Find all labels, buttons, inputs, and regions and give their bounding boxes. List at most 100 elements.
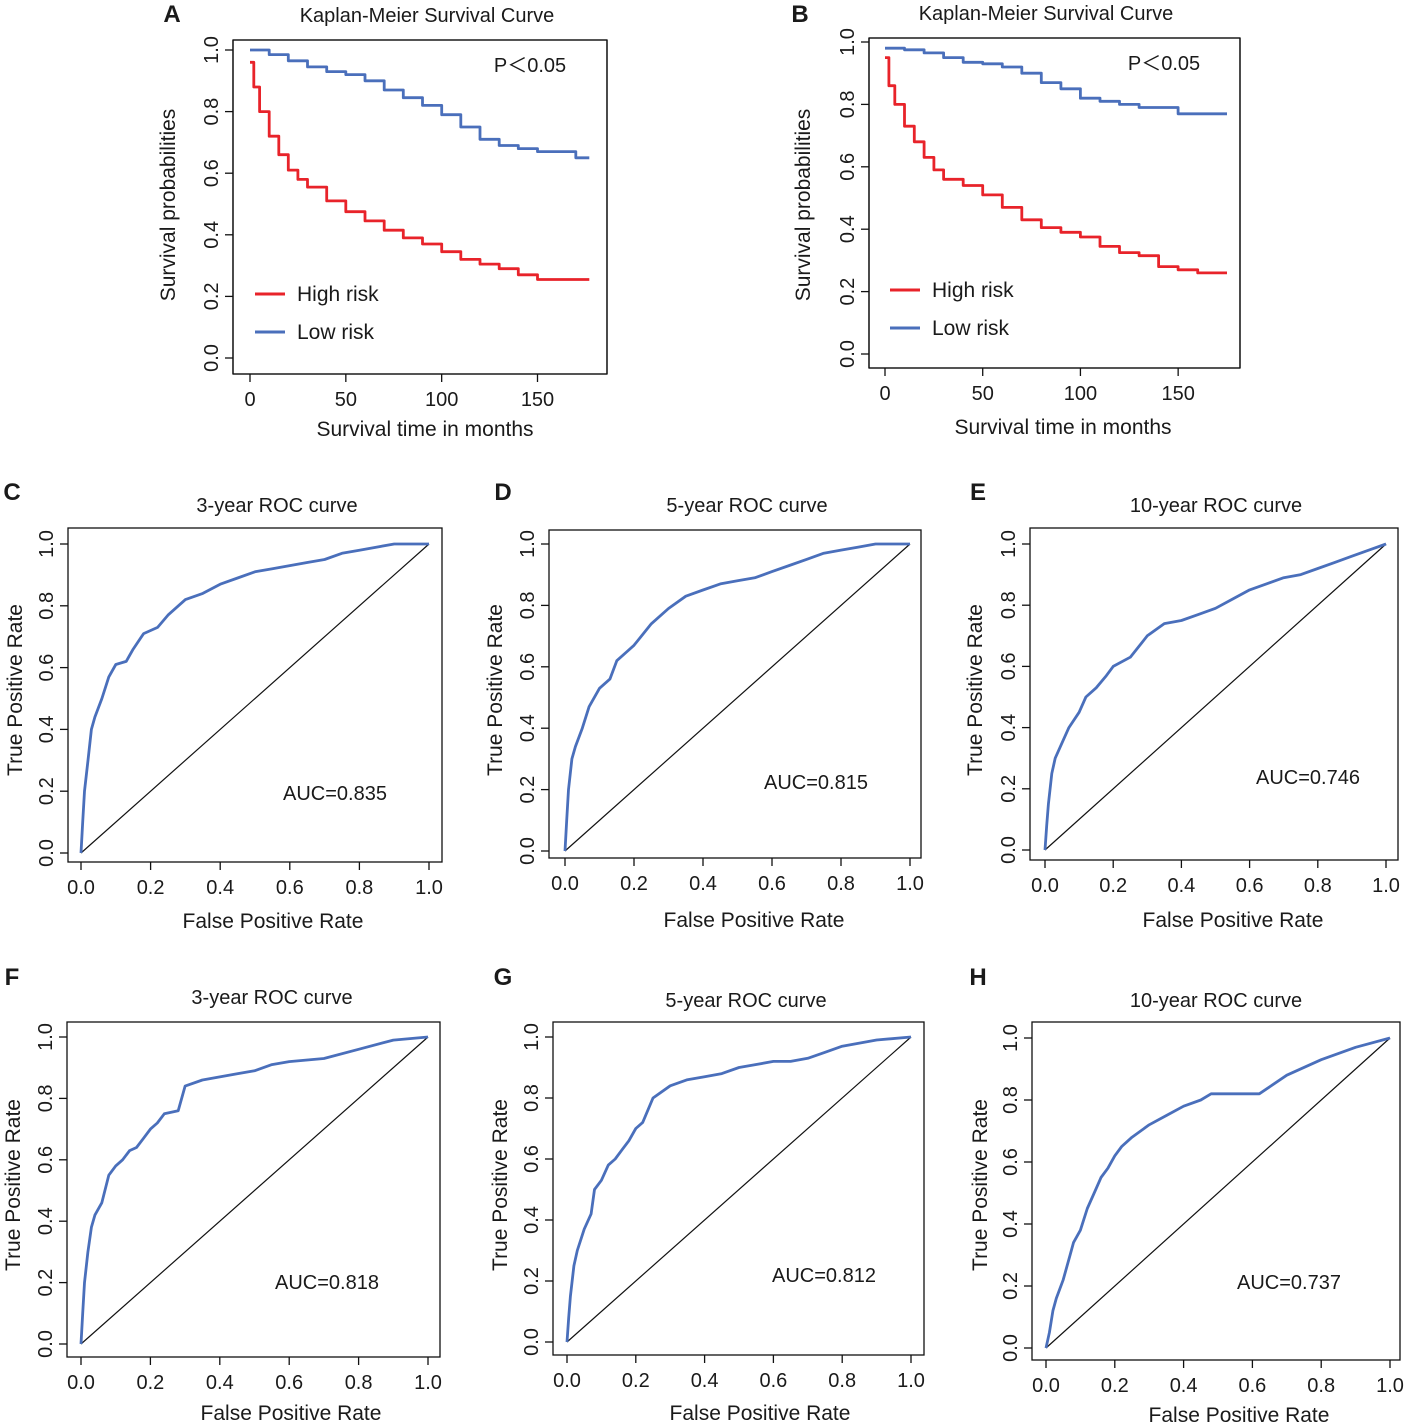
plot-frame [1029, 527, 1399, 861]
x-tick-label: 0.0 [1032, 1375, 1060, 1397]
diagonal-reference-line [1045, 1037, 1391, 1349]
y-tick-label: 0.8 [517, 591, 539, 619]
legend-label: Low risk [932, 317, 1010, 340]
y-tick-label: 0.6 [521, 1145, 543, 1173]
series-line-low-risk [250, 48, 590, 160]
x-axis-label: False Positive Rate [201, 1402, 382, 1425]
y-tick-label: 0.4 [517, 714, 539, 742]
y-tick-label: 0.2 [521, 1267, 543, 1295]
roc-curve [563, 542, 910, 852]
plot-title: Kaplan-Meier Survival Curve [300, 5, 555, 27]
x-axis-label: False Positive Rate [664, 909, 845, 932]
legend-label: High risk [297, 283, 379, 306]
y-tick-label: 0.2 [837, 278, 859, 306]
panel-letter: B [791, 1, 808, 28]
panel-a: 0 50 100 150 0.0 0.2 0.4 0.6 0.8 1.0 A Kaplan-Meier… [157, 1, 608, 441]
x-tick-label: 0.2 [620, 873, 648, 895]
panel-letter: A [163, 1, 180, 28]
plot-title: 5-year ROC curve [666, 495, 827, 517]
y-tick-label: 0.0 [521, 1328, 543, 1356]
y-tick-label: 0.4 [998, 714, 1020, 742]
legend-label: Low risk [297, 321, 375, 344]
roc-curve [1044, 1036, 1391, 1349]
y-tick-label: 0.0 [35, 1330, 57, 1358]
x-axis-label: False Positive Rate [1149, 1404, 1330, 1425]
roc-curve [565, 1035, 912, 1343]
y-tick-label: 0.6 [35, 1146, 57, 1174]
y-tick-label: 1.0 [201, 36, 223, 64]
x-tick-label: 0.2 [622, 1370, 650, 1392]
x-tick-label: 0.6 [758, 873, 786, 895]
y-tick-label: 0.6 [201, 159, 223, 187]
x-tick-label: 50 [335, 389, 357, 411]
plot-frame [548, 529, 922, 859]
auc-annotation: AUC=0.812 [772, 1265, 876, 1287]
x-tick-label: 0.8 [345, 877, 373, 899]
panel-letter: E [970, 479, 986, 506]
p-value-annotation: P＜0.05 [494, 55, 566, 77]
x-tick-label: 0.0 [1031, 875, 1059, 897]
panel-d: 0.0 0.2 0.4 0.6 0.8 1.0 0.0 0.2 0.4 0.6 0.8 1.0 D 5-y… [484, 479, 924, 932]
x-tick-label: 0.8 [827, 873, 855, 895]
x-tick-label: 0.6 [276, 877, 304, 899]
x-tick-label: 0.0 [67, 877, 95, 899]
x-tick-label: 0.6 [1236, 875, 1264, 897]
y-tick-label: 0.2 [517, 776, 539, 804]
x-tick-label: 0.4 [206, 877, 234, 899]
y-tick-label: 0.8 [36, 592, 58, 620]
x-tick-label: 1.0 [1376, 1375, 1404, 1397]
x-tick-label: 0.4 [691, 1370, 719, 1392]
y-tick-label: 0.4 [837, 215, 859, 243]
y-tick-label: 0.2 [35, 1269, 57, 1297]
y-tick-label: 1.0 [35, 1023, 57, 1051]
y-tick-label: 0.4 [1000, 1210, 1022, 1238]
panel-h: 0.0 0.2 0.4 0.6 0.8 1.0 0.0 0.2 0.4 0.6 0.8 1.0 H 10-… [969, 964, 1404, 1425]
x-axis-label: False Positive Rate [183, 910, 364, 933]
x-tick-label: 150 [521, 389, 554, 411]
diagonal-reference-line [80, 543, 430, 854]
x-tick-label: 0.2 [137, 877, 165, 899]
y-tick-label: 0.0 [36, 839, 58, 867]
auc-annotation: AUC=0.818 [275, 1272, 379, 1294]
x-axis-label: Survival time in months [316, 418, 533, 441]
x-tick-label: 0.2 [1099, 875, 1127, 897]
y-tick-label: 0.4 [36, 715, 58, 743]
panel-letter: G [494, 964, 513, 991]
x-tick-label: 0 [244, 389, 255, 411]
x-tick-label: 0.6 [1238, 1375, 1266, 1397]
y-tick-label: 0.6 [36, 654, 58, 682]
plot-frame [67, 527, 443, 863]
x-tick-label: 50 [972, 383, 994, 405]
plot-frame [868, 37, 1241, 369]
y-axis-label: Survival probabilities [157, 109, 180, 302]
panel-b: 0 50 100 150 0.0 0.2 0.4 0.6 0.8 1.0 B Kaplan-Meier… [791, 1, 1241, 439]
x-tick-label: 0.0 [551, 873, 579, 895]
plot-title: 3-year ROC curve [196, 495, 357, 517]
plot-title: Kaplan-Meier Survival Curve [919, 3, 1174, 25]
plot-title: 5-year ROC curve [665, 990, 826, 1012]
y-tick-label: 0.6 [837, 153, 859, 181]
y-tick-label: 1.0 [517, 530, 539, 558]
x-tick-label: 100 [425, 389, 458, 411]
auc-annotation: AUC=0.737 [1237, 1272, 1341, 1294]
y-axis-label: True Positive Rate [4, 604, 27, 776]
auc-annotation: AUC=0.746 [1256, 767, 1360, 789]
diagonal-reference-line [564, 543, 911, 852]
x-tick-label: 0.4 [1170, 1375, 1198, 1397]
plot-frame [552, 1021, 925, 1356]
panel-letter: C [3, 479, 20, 506]
diagonal-reference-line [566, 1036, 912, 1343]
y-tick-label: 0.0 [201, 344, 223, 372]
y-tick-label: 0.0 [998, 836, 1020, 864]
y-tick-label: 0.6 [517, 653, 539, 681]
panel-e: 0.0 0.2 0.4 0.6 0.8 1.0 0.0 0.2 0.4 0.6 0.8 1.0 E 10-… [964, 479, 1400, 932]
x-axis-label: Survival time in months [954, 416, 1171, 439]
roc-curve [79, 1035, 429, 1345]
x-tick-label: 1.0 [897, 1370, 925, 1392]
x-tick-label: 0.8 [1307, 1375, 1335, 1397]
y-tick-label: 1.0 [521, 1023, 543, 1051]
y-tick-label: 0.4 [35, 1207, 57, 1235]
plot-title: 10-year ROC curve [1130, 990, 1302, 1012]
y-tick-label: 0.2 [36, 777, 58, 805]
